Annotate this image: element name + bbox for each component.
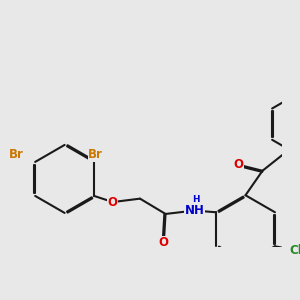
Text: Br: Br	[9, 148, 24, 161]
Text: H: H	[192, 195, 200, 204]
Text: O: O	[159, 236, 169, 249]
Text: NH: NH	[184, 204, 204, 217]
Text: Br: Br	[88, 148, 103, 161]
Text: O: O	[108, 196, 118, 208]
Text: Cl: Cl	[290, 244, 300, 257]
Text: O: O	[233, 158, 243, 171]
